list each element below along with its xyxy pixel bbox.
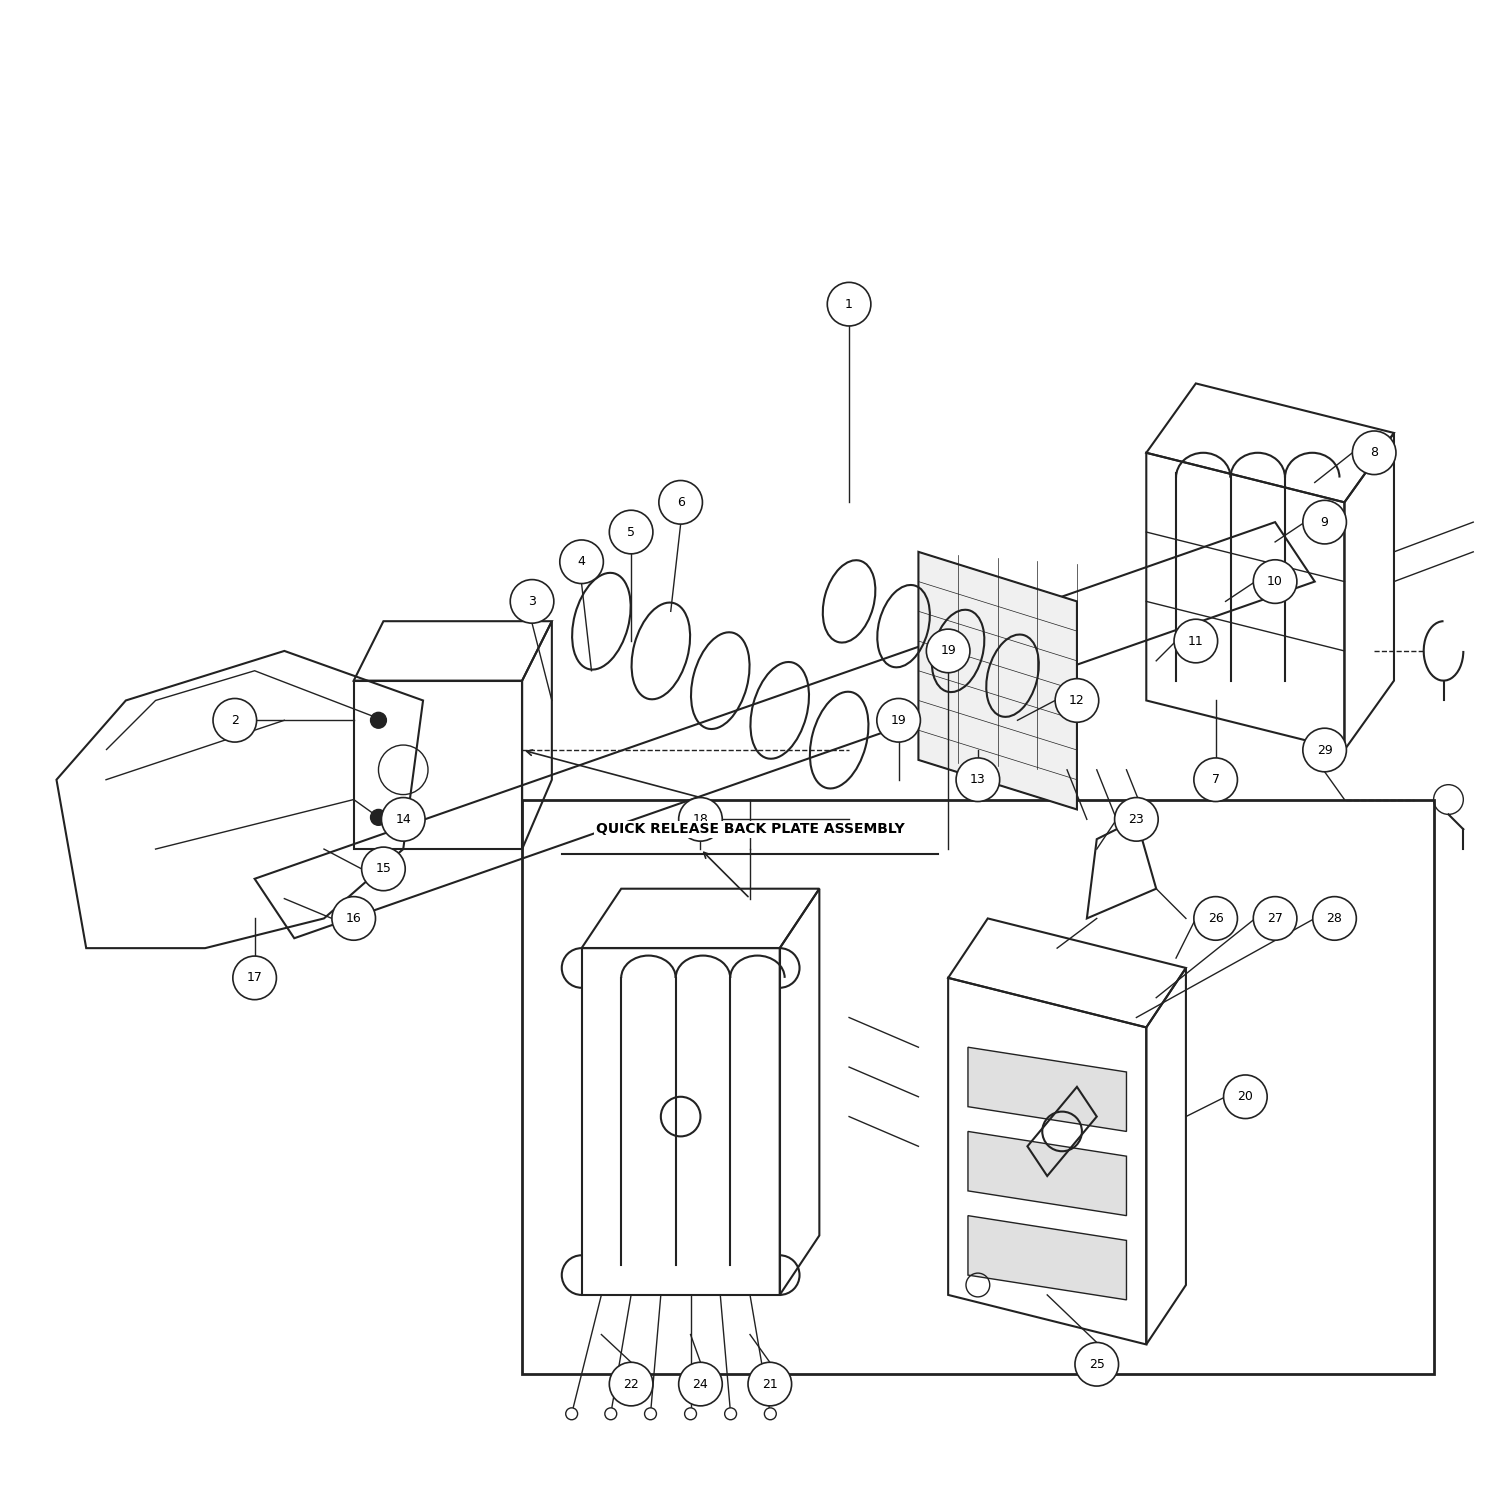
Text: 4: 4 <box>578 555 585 568</box>
Text: 12: 12 <box>1070 694 1084 706</box>
Text: 27: 27 <box>1268 912 1282 926</box>
Circle shape <box>658 480 702 524</box>
Circle shape <box>609 1362 652 1406</box>
Circle shape <box>1304 728 1347 772</box>
Text: 18: 18 <box>693 813 708 826</box>
Text: 28: 28 <box>1326 912 1342 926</box>
Circle shape <box>645 1408 657 1419</box>
Circle shape <box>927 628 970 672</box>
Circle shape <box>232 956 276 999</box>
Polygon shape <box>918 552 1077 810</box>
Text: 20: 20 <box>1238 1090 1254 1104</box>
Text: 15: 15 <box>375 862 392 876</box>
Circle shape <box>560 540 603 584</box>
Circle shape <box>1224 1076 1268 1119</box>
Circle shape <box>362 847 405 891</box>
Circle shape <box>566 1408 578 1419</box>
Text: 2: 2 <box>231 714 238 728</box>
Text: 5: 5 <box>627 525 634 538</box>
Circle shape <box>684 1408 696 1419</box>
Text: 9: 9 <box>1320 516 1329 528</box>
Circle shape <box>332 897 375 940</box>
Text: 17: 17 <box>246 972 262 984</box>
Text: 3: 3 <box>528 596 536 608</box>
Circle shape <box>1304 501 1347 544</box>
Circle shape <box>724 1408 736 1419</box>
Circle shape <box>828 282 872 326</box>
Text: 26: 26 <box>1208 912 1224 926</box>
Circle shape <box>748 1362 792 1406</box>
Circle shape <box>1353 430 1396 474</box>
Circle shape <box>1194 897 1237 940</box>
Circle shape <box>609 510 652 554</box>
Circle shape <box>878 699 921 742</box>
Circle shape <box>1254 897 1298 940</box>
Text: 25: 25 <box>1089 1358 1104 1371</box>
Text: 21: 21 <box>762 1377 777 1390</box>
Text: 29: 29 <box>1317 744 1332 756</box>
Polygon shape <box>968 1131 1126 1215</box>
Circle shape <box>370 810 387 825</box>
Circle shape <box>381 798 424 842</box>
Polygon shape <box>968 1215 1126 1300</box>
Circle shape <box>678 1362 723 1406</box>
Text: 1: 1 <box>844 297 853 310</box>
Text: 8: 8 <box>1370 447 1378 459</box>
Text: 7: 7 <box>1212 772 1219 786</box>
Text: 16: 16 <box>346 912 362 926</box>
Circle shape <box>370 712 387 728</box>
Text: 22: 22 <box>622 1377 639 1390</box>
Circle shape <box>1254 560 1298 603</box>
FancyBboxPatch shape <box>522 800 1434 1374</box>
Circle shape <box>956 758 999 801</box>
Circle shape <box>765 1408 777 1419</box>
Text: 19: 19 <box>940 645 956 657</box>
Polygon shape <box>968 1047 1126 1131</box>
Circle shape <box>678 798 723 842</box>
Text: 19: 19 <box>891 714 906 728</box>
Circle shape <box>1194 758 1237 801</box>
Circle shape <box>1076 1342 1119 1386</box>
Circle shape <box>604 1408 616 1419</box>
Circle shape <box>1174 620 1218 663</box>
Circle shape <box>1114 798 1158 842</box>
Circle shape <box>1312 897 1356 940</box>
Text: 14: 14 <box>396 813 411 826</box>
Text: 24: 24 <box>693 1377 708 1390</box>
Text: 11: 11 <box>1188 634 1203 648</box>
Text: 6: 6 <box>676 496 684 508</box>
Circle shape <box>510 579 554 622</box>
Text: 10: 10 <box>1268 574 1282 588</box>
Circle shape <box>213 699 256 742</box>
Circle shape <box>1054 678 1098 723</box>
Text: 13: 13 <box>970 772 986 786</box>
Text: QUICK RELEASE BACK PLATE ASSEMBLY: QUICK RELEASE BACK PLATE ASSEMBLY <box>596 822 904 837</box>
Text: 23: 23 <box>1128 813 1144 826</box>
